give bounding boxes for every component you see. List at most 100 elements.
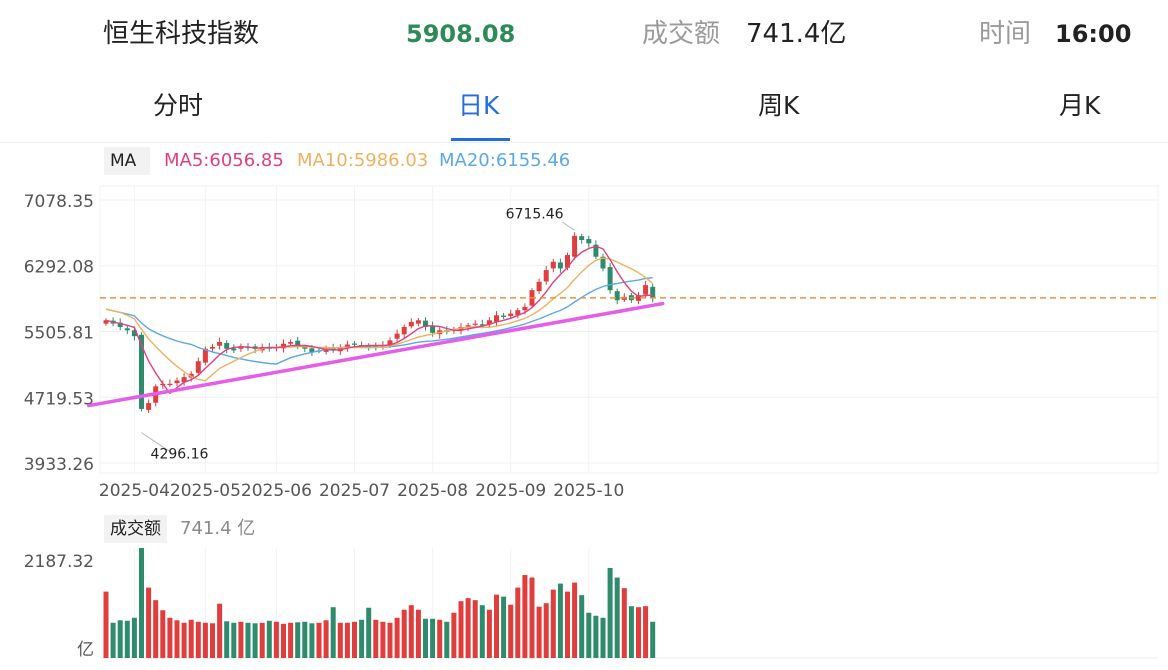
candle-body bbox=[387, 340, 393, 346]
candle-body bbox=[465, 325, 471, 327]
volume-bar bbox=[359, 619, 365, 658]
candle-body bbox=[643, 285, 649, 295]
annotation-leader bbox=[141, 432, 172, 454]
ma20-legend: MA20:6155.46 bbox=[439, 150, 571, 171]
date-tick-label: 2025-08 bbox=[397, 481, 468, 501]
candle-body bbox=[515, 310, 521, 315]
turnover-label: 成交额 bbox=[642, 19, 721, 49]
volume-bar bbox=[288, 622, 294, 658]
candle-body bbox=[415, 320, 421, 324]
candle-body bbox=[423, 320, 428, 327]
volume-bar bbox=[600, 617, 606, 658]
tab-monthly-k[interactable]: 月K bbox=[1059, 91, 1101, 120]
turnover-value: 741.4亿 bbox=[746, 19, 847, 49]
volume-bar bbox=[181, 622, 187, 658]
date-tick-label: 2025-10 bbox=[553, 481, 624, 501]
volume-bar bbox=[217, 603, 223, 658]
volume-bar bbox=[557, 583, 563, 658]
volume-bar bbox=[344, 622, 350, 658]
volume-bar bbox=[543, 603, 549, 658]
volume-bar bbox=[238, 621, 244, 658]
price-tick-label: 3933.26 bbox=[24, 455, 94, 475]
ma5-line bbox=[105, 245, 653, 395]
volume-bar bbox=[231, 622, 237, 658]
volume-bar bbox=[103, 591, 109, 658]
candle-body bbox=[202, 348, 208, 363]
volume-bar bbox=[153, 600, 159, 658]
volume-bar bbox=[110, 622, 116, 658]
candle-body bbox=[373, 345, 379, 347]
price-annotation: 6715.46 bbox=[506, 206, 564, 222]
volume-bar bbox=[408, 605, 414, 658]
active-tab-indicator bbox=[451, 138, 510, 141]
price-grid-frame bbox=[99, 185, 1159, 474]
volume-bar bbox=[536, 606, 542, 658]
candle-body bbox=[408, 321, 414, 327]
candle-body bbox=[295, 340, 301, 347]
candle-body bbox=[565, 255, 570, 268]
candle-body bbox=[344, 344, 350, 348]
tab-daily-k[interactable]: 日K bbox=[458, 91, 500, 120]
volume-bar bbox=[124, 620, 130, 658]
candle-body bbox=[352, 343, 357, 345]
candle-body bbox=[394, 333, 400, 339]
candle-body bbox=[486, 320, 492, 325]
volume-bar bbox=[437, 619, 443, 658]
volume-bar bbox=[444, 621, 450, 658]
quote-header: 恒生科技指数 5908.08 成交额 741.4亿 时间 16:00 bbox=[0, 0, 1168, 70]
date-tick-label: 2025-09 bbox=[475, 481, 546, 501]
volume-bar bbox=[139, 548, 144, 658]
price-tick-label: 5505.81 bbox=[24, 323, 94, 343]
volume-bar bbox=[643, 606, 649, 658]
volume-bar bbox=[245, 622, 251, 658]
candle-body bbox=[210, 347, 215, 349]
candle-body bbox=[472, 323, 478, 325]
volume-bar bbox=[373, 619, 379, 658]
volume-bar bbox=[295, 622, 301, 658]
volume-bar bbox=[430, 618, 436, 658]
date-tick-label: 2025-07 bbox=[319, 481, 390, 501]
tab-weekly-k[interactable]: 周K bbox=[758, 91, 800, 120]
volume-bar bbox=[210, 623, 215, 658]
volume-bar bbox=[174, 620, 180, 658]
candle-body bbox=[217, 342, 223, 346]
volume-bar bbox=[131, 617, 137, 658]
volume-bar bbox=[572, 582, 578, 658]
candle-body bbox=[501, 315, 507, 317]
candle-body bbox=[224, 343, 230, 349]
volume-unit-label: 亿 bbox=[77, 640, 94, 660]
volume-bar bbox=[579, 595, 585, 658]
volume-bar bbox=[529, 577, 535, 658]
volume-bar bbox=[380, 621, 386, 658]
candle-body bbox=[103, 320, 109, 324]
volume-bar bbox=[273, 621, 279, 658]
candle-body bbox=[288, 342, 294, 344]
support-trendline bbox=[87, 301, 665, 408]
candle-body bbox=[174, 380, 180, 384]
volume-bar bbox=[302, 621, 308, 658]
volume-bar bbox=[650, 621, 656, 658]
ma10-line bbox=[105, 257, 654, 382]
volume-bar bbox=[160, 610, 166, 658]
volume-bar bbox=[451, 612, 457, 658]
candle-body bbox=[536, 281, 542, 292]
volume-bar bbox=[167, 617, 173, 658]
volume-label: 成交额 bbox=[104, 515, 167, 543]
candle-body bbox=[281, 343, 286, 349]
ma-selector[interactable]: MA bbox=[104, 147, 151, 175]
price-tick-label: 6292.08 bbox=[24, 258, 94, 278]
volume-bar bbox=[323, 620, 329, 658]
volume-bar bbox=[415, 609, 421, 658]
volume-bar bbox=[401, 609, 407, 658]
volume-bar bbox=[628, 606, 634, 658]
volume-bar bbox=[550, 589, 556, 658]
volume-bar bbox=[387, 622, 393, 658]
volume-bar bbox=[472, 600, 478, 658]
volume-bar bbox=[252, 623, 258, 658]
volume-bar bbox=[224, 621, 230, 658]
volume-bar bbox=[607, 567, 613, 658]
volume-bar bbox=[352, 621, 357, 658]
candle-body bbox=[430, 325, 436, 333]
tab-intraday[interactable]: 分时 bbox=[153, 91, 204, 120]
